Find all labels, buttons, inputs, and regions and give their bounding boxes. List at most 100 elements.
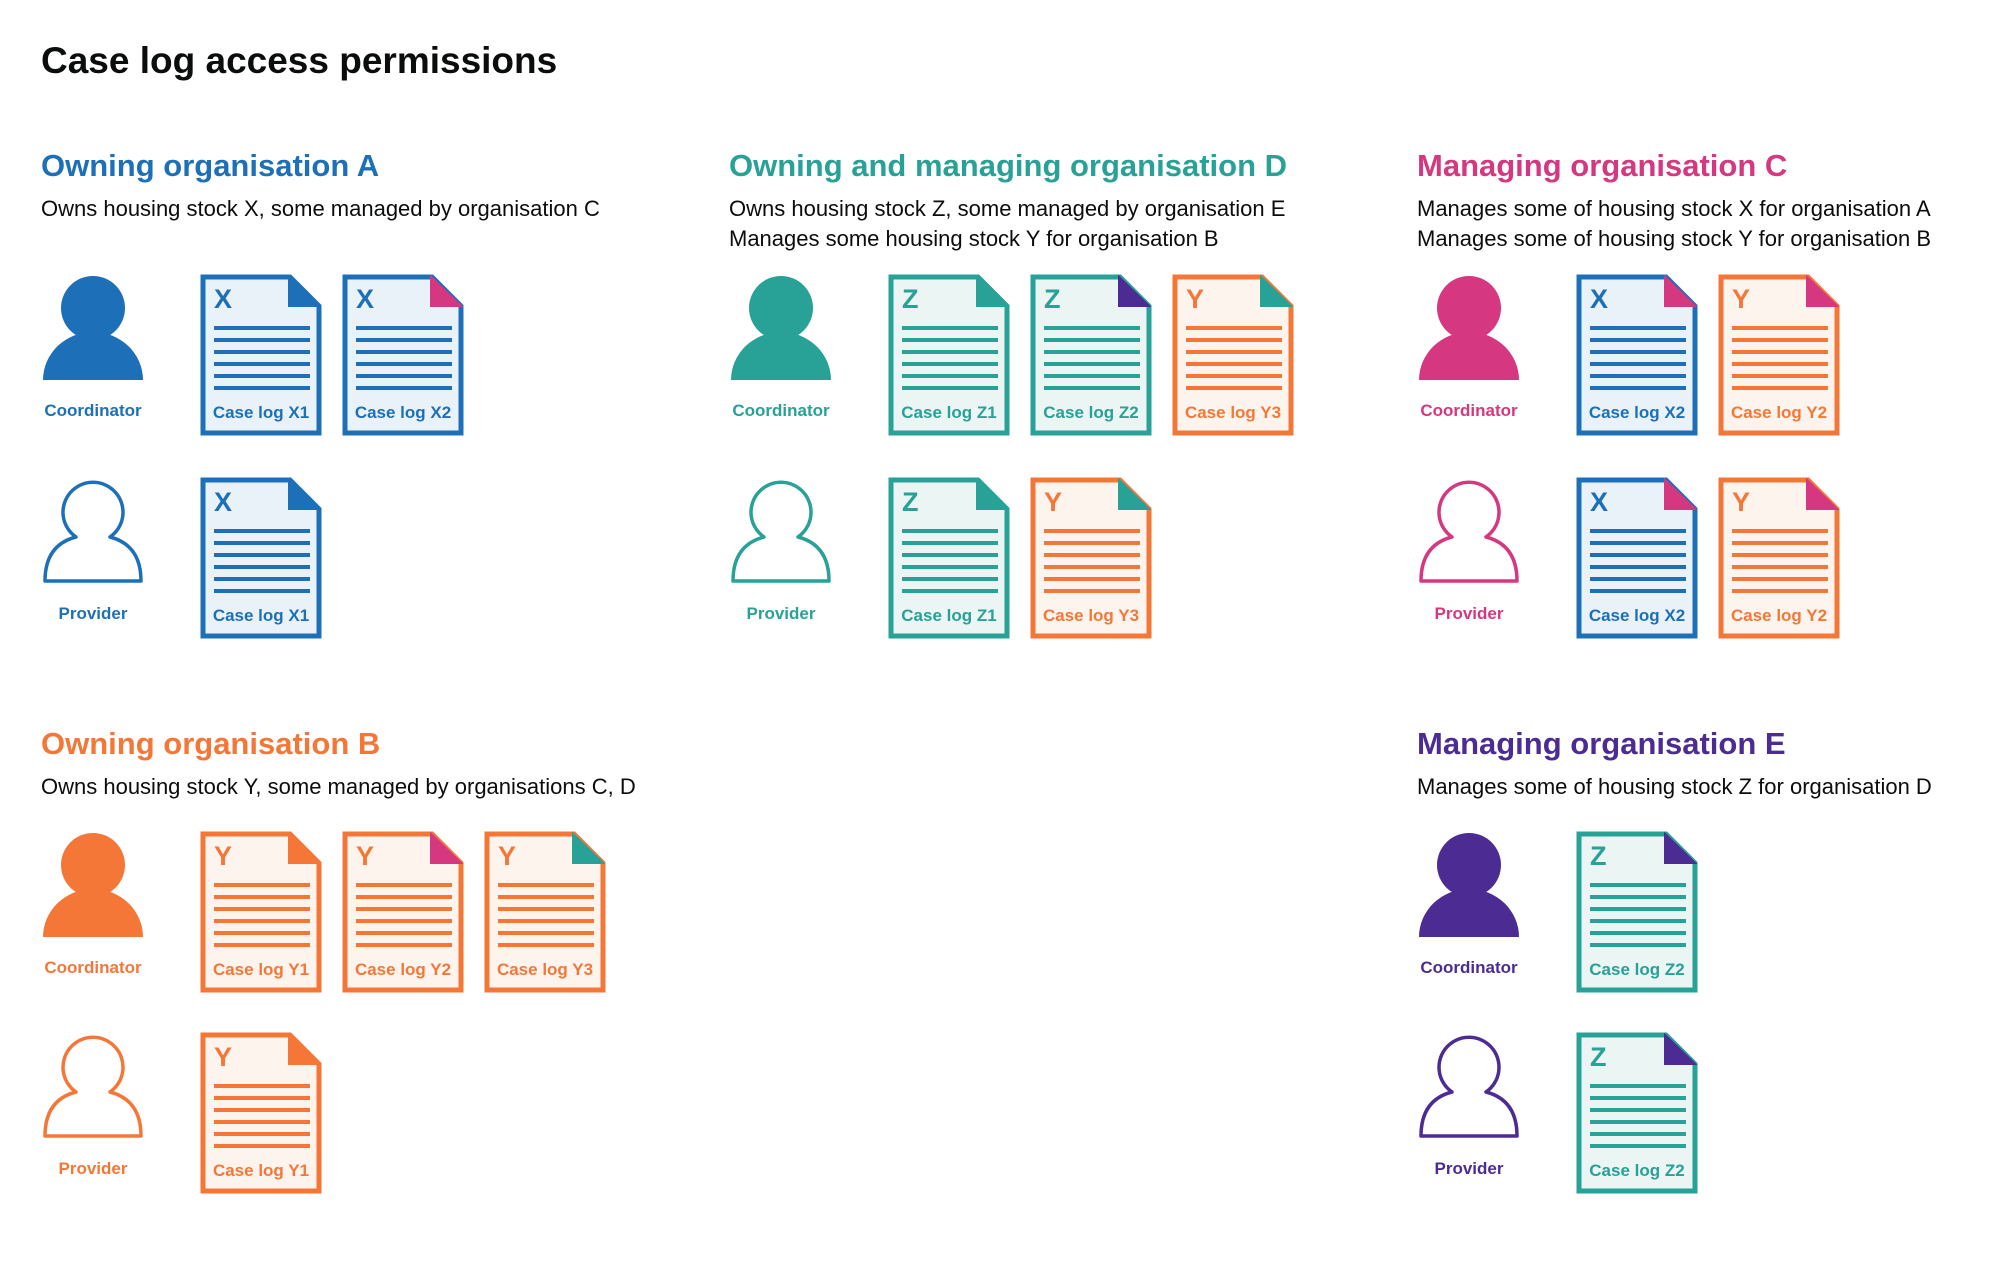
- stock-letter: Y: [214, 1042, 233, 1072]
- case-log-document-icon[interactable]: X Case log X1: [200, 477, 322, 639]
- case-log-document-icon[interactable]: Y Case log Y3: [1030, 477, 1152, 639]
- org-section: Owning organisation B Owns housing stock …: [41, 726, 701, 1194]
- case-log-document-icon[interactable]: X Case log X2: [1576, 477, 1698, 639]
- case-log-document-icon[interactable]: Z Case log Z2: [1576, 1032, 1698, 1194]
- stock-letter: Z: [1044, 284, 1061, 314]
- stock-letter: Y: [1186, 284, 1205, 314]
- stock-letter: X: [214, 284, 233, 314]
- person-outline-icon: [43, 1032, 143, 1140]
- org-heading: Owning organisation B: [41, 726, 381, 761]
- description-line: Owns housing stock Y, some managed by or…: [41, 774, 636, 799]
- org-section: Managing organisation C Manages some of h…: [1417, 148, 2000, 639]
- person-outline-icon: [43, 477, 143, 585]
- role-label: Provider: [58, 1159, 128, 1178]
- case-log-document-icon[interactable]: Y Case log Y2: [342, 831, 464, 993]
- stock-letter: Z: [1590, 1042, 1607, 1072]
- role-label: Coordinator: [1420, 401, 1518, 420]
- case-log-label: Case log Y2: [354, 960, 452, 979]
- case-log-document-icon[interactable]: Y Case log Y1: [200, 831, 322, 993]
- person-filled-icon: [43, 274, 143, 382]
- case-log-document-icon[interactable]: Y Case log Y2: [1718, 274, 1840, 436]
- case-log-label: Case log Y2: [1730, 606, 1828, 625]
- description-line: Owns housing stock Z, some managed by or…: [729, 196, 1286, 221]
- case-log-label: Case log Y1: [212, 960, 310, 979]
- stock-letter: Z: [1590, 841, 1607, 871]
- case-log-label: Case log X1: [212, 403, 310, 422]
- person-filled-icon: [1419, 274, 1519, 382]
- stock-letter: Y: [1044, 487, 1063, 517]
- case-log-label: Case log X2: [1588, 403, 1686, 422]
- role-label: Coordinator: [1420, 958, 1518, 977]
- provider-role: Provider: [43, 1032, 143, 1178]
- org-description: Manages some of housing stock X for orga…: [1417, 194, 2000, 254]
- role-row: Coordinator Y Case log Y1 Y Case log Y2 Y C…: [41, 831, 701, 996]
- org-description: Owns housing stock Y, some managed by or…: [41, 772, 701, 802]
- case-log-document-icon[interactable]: Z Case log Z1: [888, 477, 1010, 639]
- role-row: Coordinator Z Case log Z1 Z Case log Z2 Y C…: [729, 274, 1389, 439]
- case-log-label: Case log Y3: [1042, 606, 1140, 625]
- provider-role: Provider: [43, 477, 143, 623]
- person-filled-icon: [731, 274, 831, 382]
- role-row: Provider Z Case log Z2: [1417, 1032, 2000, 1197]
- case-log-document-icon[interactable]: Z Case log Z2: [1030, 274, 1152, 436]
- stock-letter: Y: [1732, 284, 1751, 314]
- case-log-label: Case log Z2: [1589, 1161, 1685, 1180]
- role-row: Provider X Case log X1: [41, 477, 701, 642]
- coordinator-role: Coordinator: [1419, 274, 1519, 420]
- coordinator-role: Coordinator: [731, 274, 831, 420]
- org-section: Owning organisation A Owns housing stock …: [41, 148, 701, 639]
- page-title: Case log access permissions: [41, 40, 558, 81]
- description-line: Manages some of housing stock Y for orga…: [1417, 226, 1932, 251]
- case-log-document-icon[interactable]: X Case log X2: [1576, 274, 1698, 436]
- role-label: Provider: [746, 604, 816, 623]
- role-label: Coordinator: [44, 958, 142, 977]
- case-log-label: Case log X2: [354, 403, 452, 422]
- role-row: Coordinator Z Case log Z2: [1417, 831, 2000, 996]
- case-log-document-icon[interactable]: Y Case log Y2: [1718, 477, 1840, 639]
- stock-letter: X: [1590, 487, 1609, 517]
- person-outline-icon: [731, 477, 831, 585]
- case-log-document-icon[interactable]: Z Case log Z1: [888, 274, 1010, 436]
- case-log-label: Case log Y3: [1184, 403, 1282, 422]
- coordinator-role: Coordinator: [43, 274, 143, 420]
- stock-letter: Y: [498, 841, 517, 871]
- description-line: Manages some housing stock Y for organis…: [729, 226, 1219, 251]
- org-section: Owning and managing organisation D Owns h…: [729, 148, 1389, 639]
- provider-role: Provider: [1419, 1032, 1519, 1178]
- person-filled-icon: [43, 831, 143, 939]
- role-label: Coordinator: [44, 401, 142, 420]
- provider-role: Provider: [1419, 477, 1519, 623]
- role-label: Coordinator: [732, 401, 830, 420]
- provider-role: Provider: [731, 477, 831, 623]
- case-log-document-icon[interactable]: Y Case log Y1: [200, 1032, 322, 1194]
- org-heading: Owning and managing organisation D: [729, 148, 1288, 183]
- case-log-label: Case log Z1: [901, 403, 997, 422]
- role-row: Provider Z Case log Z1 Y Case log Y3: [729, 477, 1389, 642]
- stock-letter: Y: [356, 841, 375, 871]
- role-row: Coordinator X Case log X1 X Case log X2: [41, 274, 701, 439]
- org-description: Owns housing stock X, some managed by or…: [41, 194, 701, 224]
- case-log-label: Case log Y2: [1730, 403, 1828, 422]
- case-log-label: Case log X2: [1588, 606, 1686, 625]
- person-outline-icon: [1419, 477, 1519, 585]
- case-log-label: Case log Y1: [212, 1161, 310, 1180]
- org-description: Owns housing stock Z, some managed by or…: [729, 194, 1389, 254]
- coordinator-role: Coordinator: [43, 831, 143, 977]
- description-line: Manages some of housing stock X for orga…: [1417, 196, 1931, 221]
- org-heading: Managing organisation E: [1417, 726, 1786, 761]
- case-log-label: Case log Z2: [1589, 960, 1685, 979]
- case-log-document-icon[interactable]: Y Case log Y3: [484, 831, 606, 993]
- person-outline-icon: [1419, 1032, 1519, 1140]
- case-log-document-icon[interactable]: X Case log X1: [200, 274, 322, 436]
- case-log-document-icon[interactable]: Z Case log Z2: [1576, 831, 1698, 993]
- stock-letter: Z: [902, 284, 919, 314]
- stock-letter: X: [214, 487, 233, 517]
- role-label: Provider: [1434, 604, 1504, 623]
- stock-letter: X: [356, 284, 375, 314]
- case-log-document-icon[interactable]: X Case log X2: [342, 274, 464, 436]
- description-line: Owns housing stock X, some managed by or…: [41, 196, 600, 221]
- case-log-document-icon[interactable]: Y Case log Y3: [1172, 274, 1294, 436]
- stock-letter: X: [1590, 284, 1609, 314]
- role-row: Coordinator X Case log X2 Y Case log Y2: [1417, 274, 2000, 439]
- org-description: Manages some of housing stock Z for orga…: [1417, 772, 2000, 802]
